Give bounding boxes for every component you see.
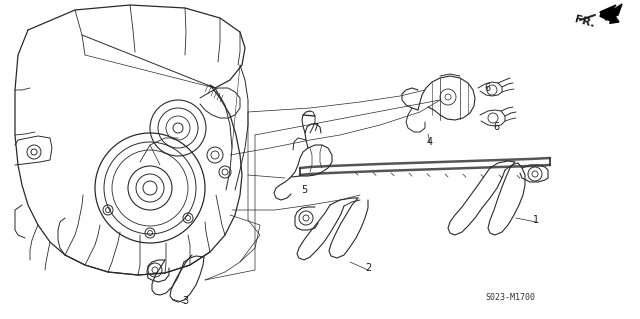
Text: 6: 6 bbox=[493, 122, 499, 132]
Text: 5: 5 bbox=[301, 185, 307, 195]
Text: 2: 2 bbox=[365, 263, 371, 273]
Text: 6: 6 bbox=[484, 83, 490, 93]
Text: 1: 1 bbox=[533, 215, 539, 225]
Text: 3: 3 bbox=[182, 296, 188, 306]
Text: 4: 4 bbox=[427, 137, 433, 147]
Text: S023-M1700: S023-M1700 bbox=[485, 293, 535, 302]
Polygon shape bbox=[600, 4, 622, 20]
FancyArrow shape bbox=[600, 12, 619, 23]
Text: 7: 7 bbox=[312, 123, 318, 133]
Text: FR.: FR. bbox=[574, 15, 596, 29]
